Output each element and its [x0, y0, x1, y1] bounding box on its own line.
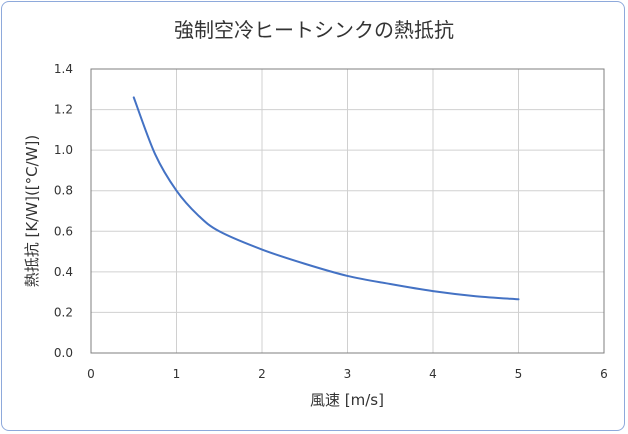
- y-tick-label: 0.6: [54, 224, 73, 238]
- x-tick-label: 1: [173, 367, 181, 381]
- x-axis-ticks: 0 1 2 3 4 5 6: [87, 367, 608, 381]
- x-axis-label: 風速 [m/s]: [310, 391, 384, 409]
- x-tick-label: 4: [429, 367, 437, 381]
- y-axis-label: 熱抵抗 [K/W]([°C/W]): [23, 135, 41, 287]
- x-tick-label: 0: [87, 367, 95, 381]
- x-tick-label: 6: [600, 367, 608, 381]
- y-tick-label: 0.2: [54, 305, 73, 319]
- y-tick-label: 0.8: [54, 184, 73, 198]
- x-tick-label: 2: [258, 367, 266, 381]
- y-tick-label: 0.0: [54, 346, 73, 360]
- plot-area-border: [90, 68, 605, 354]
- x-tick-label: 3: [344, 367, 352, 381]
- x-tick-label: 5: [515, 367, 523, 381]
- y-tick-label: 0.4: [54, 265, 73, 279]
- series-line-thermal-resistance: [132, 96, 520, 301]
- y-tick-label: 1.4: [54, 62, 73, 76]
- y-tick-label: 1.2: [54, 103, 73, 117]
- y-axis-ticks: 0.0 0.2 0.4 0.6 0.8 1.0 1.2 1.4: [54, 62, 73, 360]
- chart-title: 強制空冷ヒートシンクの熱抵抗: [174, 18, 454, 42]
- grid-lines: [91, 69, 604, 353]
- y-tick-label: 1.0: [54, 143, 73, 157]
